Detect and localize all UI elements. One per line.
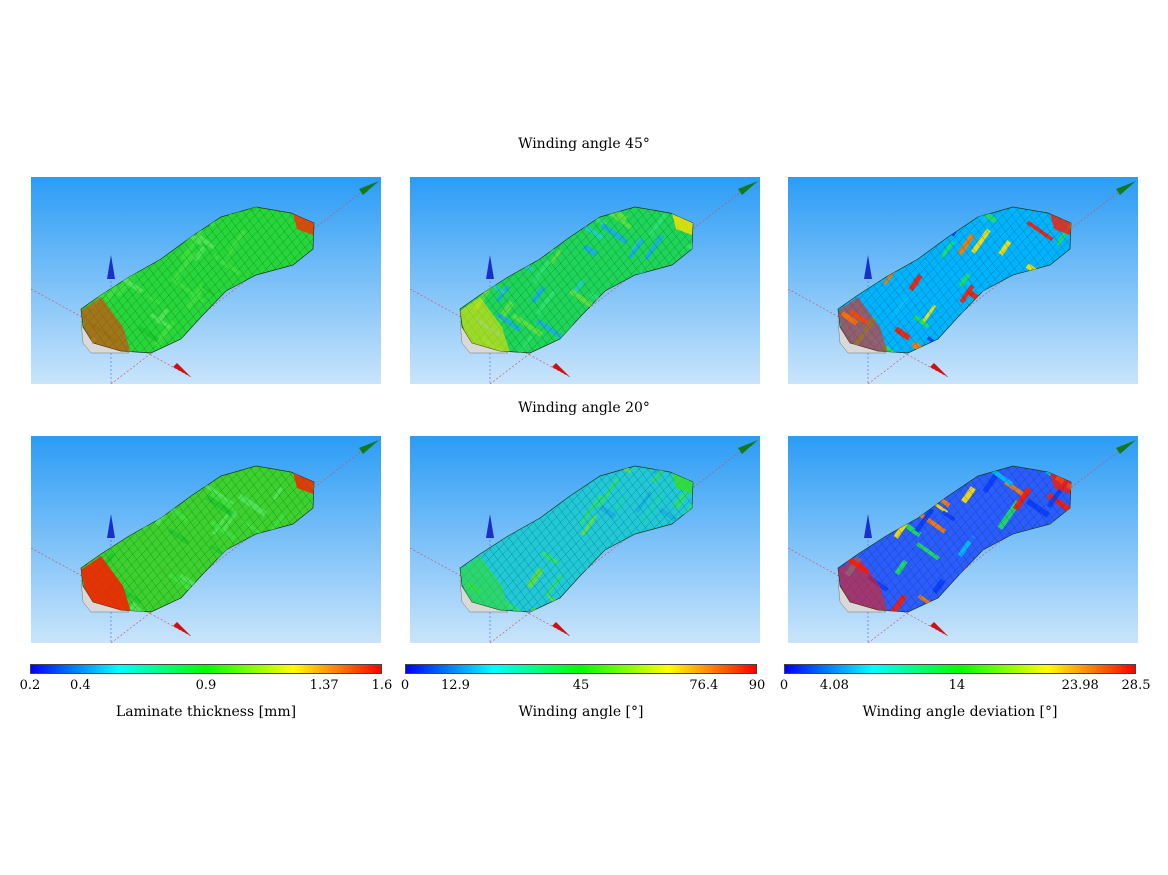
viewport-svg: [788, 177, 1138, 384]
x-axis-arrow-icon: [930, 622, 948, 636]
colorbar-tick-label: 76.4: [689, 678, 719, 693]
colorbar-tick-label: 0: [400, 678, 410, 693]
z-axis-arrow-icon: [864, 255, 872, 279]
viewport-thickness-row0: [31, 177, 381, 384]
colorbar-label: Winding angle deviation [°]: [862, 704, 1058, 720]
z-axis-arrow-icon: [864, 514, 872, 538]
y-axis-arrow-icon: [1116, 440, 1136, 454]
row-title-20: Winding angle 20°: [518, 400, 650, 416]
z-axis-arrow-icon: [486, 255, 494, 279]
viewport-svg: [410, 177, 760, 384]
colorbar-label: Winding angle [°]: [518, 704, 644, 720]
colorbar-tick-label: 0.2: [19, 678, 41, 693]
colorbar-tick-label: 0.4: [69, 678, 91, 693]
colorbar-1: [405, 664, 757, 674]
row-title-45: Winding angle 45°: [518, 136, 650, 152]
x-axis-arrow-icon: [930, 363, 948, 377]
y-axis-arrow-icon: [359, 181, 379, 195]
colorbar-tick-label: 0: [779, 678, 789, 693]
colorbar-label: Laminate thickness [mm]: [115, 704, 297, 720]
colorbar-tick-label: 90: [748, 678, 766, 693]
viewport-thickness-row1: [31, 436, 381, 643]
x-axis-arrow-icon: [173, 363, 191, 377]
colorbar-tick-label: 0.9: [195, 678, 217, 693]
viewport-svg: [31, 436, 381, 643]
y-axis-arrow-icon: [738, 440, 758, 454]
viewport-deviation-row1: [788, 436, 1138, 643]
viewport-svg: [410, 436, 760, 643]
colorbar-tick-label: 12.9: [440, 678, 470, 693]
z-axis-arrow-icon: [486, 514, 494, 538]
colorbar-tick-label: 1.6: [371, 678, 393, 693]
colorbar-2: [784, 664, 1136, 674]
x-axis-arrow-icon: [552, 363, 570, 377]
z-axis-arrow-icon: [107, 255, 115, 279]
viewport-svg: [788, 436, 1138, 643]
colorbar-tick-label: 28.5: [1121, 678, 1151, 693]
viewport-svg: [31, 177, 381, 384]
y-axis-arrow-icon: [1116, 181, 1136, 195]
colorbar-0: [30, 664, 382, 674]
z-axis-arrow-icon: [107, 514, 115, 538]
x-axis-arrow-icon: [552, 622, 570, 636]
x-axis-arrow-icon: [173, 622, 191, 636]
y-axis-arrow-icon: [359, 440, 379, 454]
viewport-angle-row0: [410, 177, 760, 384]
colorbar-tick-label: 45: [572, 678, 590, 693]
viewport-angle-row1: [410, 436, 760, 643]
colorbar-tick-label: 1.37: [309, 678, 339, 693]
colorbar-tick-label: 14: [948, 678, 966, 693]
viewport-deviation-row0: [788, 177, 1138, 384]
colorbar-tick-label: 23.98: [1061, 678, 1099, 693]
y-axis-arrow-icon: [738, 181, 758, 195]
colorbar-tick-label: 4.08: [819, 678, 849, 693]
